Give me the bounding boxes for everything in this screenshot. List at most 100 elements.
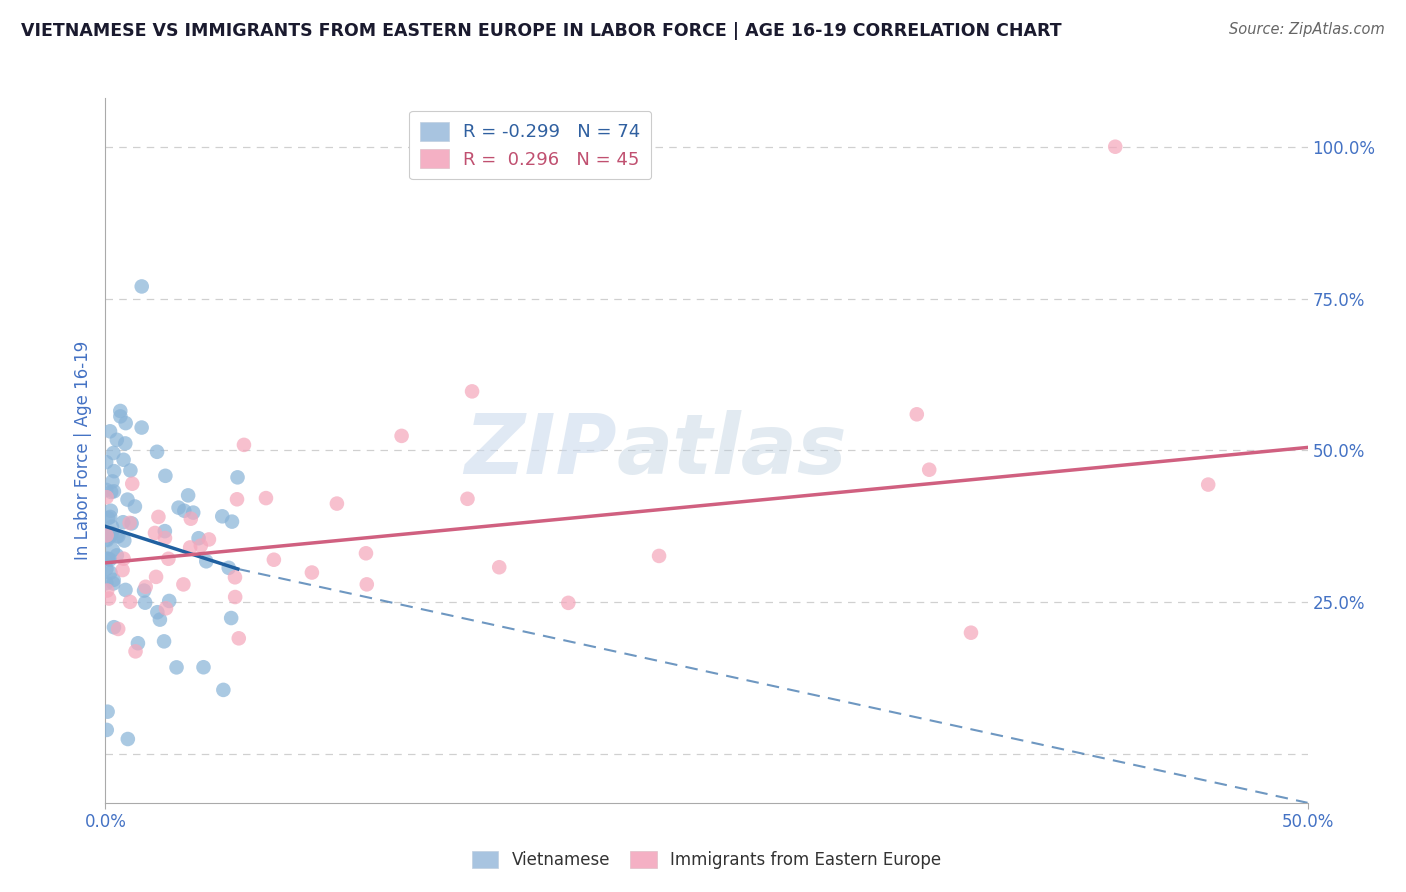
Point [96,483,118,497]
Point [98,552,121,566]
Point [918,463,941,477]
Point [356,577,378,591]
Point [101,475,124,489]
Point [149,613,172,627]
Point [97,528,120,542]
Point [1197,477,1219,491]
Point [146,605,169,619]
Point [181,506,204,520]
Point [212,682,235,697]
Point [96,723,118,737]
Point [157,594,180,608]
Point [107,529,129,543]
Point [98,509,121,524]
Point [180,512,202,526]
Point [98,526,121,541]
Point [101,543,124,558]
Point [172,577,194,591]
Point [112,515,135,529]
Point [96,533,118,547]
Point [103,484,125,499]
Point [153,531,176,545]
Point [166,660,188,674]
Point [100,526,122,541]
Point [146,445,169,459]
Point [456,491,478,506]
Point [121,516,143,531]
Text: ZIP: ZIP [464,410,616,491]
Point [905,407,928,421]
Point [145,570,167,584]
Point [233,438,256,452]
Point [155,601,177,615]
Point [96,455,118,469]
Point [326,497,349,511]
Point [127,636,149,650]
Point [101,519,124,533]
Point [111,563,134,577]
Point [112,533,135,548]
Point [254,491,277,505]
Point [105,529,128,543]
Point [648,549,671,563]
Point [219,611,242,625]
Point [103,464,125,478]
Point [112,551,135,566]
Point [124,644,146,658]
Text: Source: ZipAtlas.com: Source: ZipAtlas.com [1229,22,1385,37]
Point [148,509,170,524]
Point [114,436,136,450]
Point [228,632,250,646]
Point [120,463,142,477]
Point [391,429,413,443]
Point [226,492,249,507]
Point [301,566,323,580]
Point [960,625,983,640]
Point [112,452,135,467]
Point [211,509,233,524]
Point [1104,139,1126,153]
Point [177,488,200,502]
Point [100,526,122,541]
Point [110,404,132,418]
Point [97,705,120,719]
Point [198,533,221,547]
Point [488,560,510,574]
Point [100,529,122,543]
Point [155,468,177,483]
Point [221,515,243,529]
Point [153,634,176,648]
Point [173,504,195,518]
Point [96,490,118,504]
Text: VIETNAMESE VS IMMIGRANTS FROM EASTERN EUROPE IN LABOR FORCE | AGE 16-19 CORRELAT: VIETNAMESE VS IMMIGRANTS FROM EASTERN EU… [21,22,1062,40]
Point [100,485,122,500]
Legend: Vietnamese, Immigrants from Eastern Europe: Vietnamese, Immigrants from Eastern Euro… [465,844,948,876]
Point [157,551,180,566]
Point [103,573,125,587]
Point [96,551,118,566]
Point [118,595,141,609]
Point [195,554,218,568]
Point [224,590,246,604]
Point [557,596,579,610]
Point [153,524,176,538]
Point [117,731,139,746]
Point [135,580,157,594]
Point [143,525,166,540]
Point [103,446,125,460]
Point [218,561,240,575]
Point [97,552,120,566]
Point [121,476,143,491]
Point [114,416,136,430]
Point [103,620,125,634]
Point [167,500,190,515]
Point [131,279,153,293]
Point [132,583,155,598]
Point [226,470,249,484]
Point [193,660,215,674]
Point [118,516,141,530]
Point [224,570,246,584]
Point [131,420,153,434]
Point [97,511,120,525]
Point [190,539,212,553]
